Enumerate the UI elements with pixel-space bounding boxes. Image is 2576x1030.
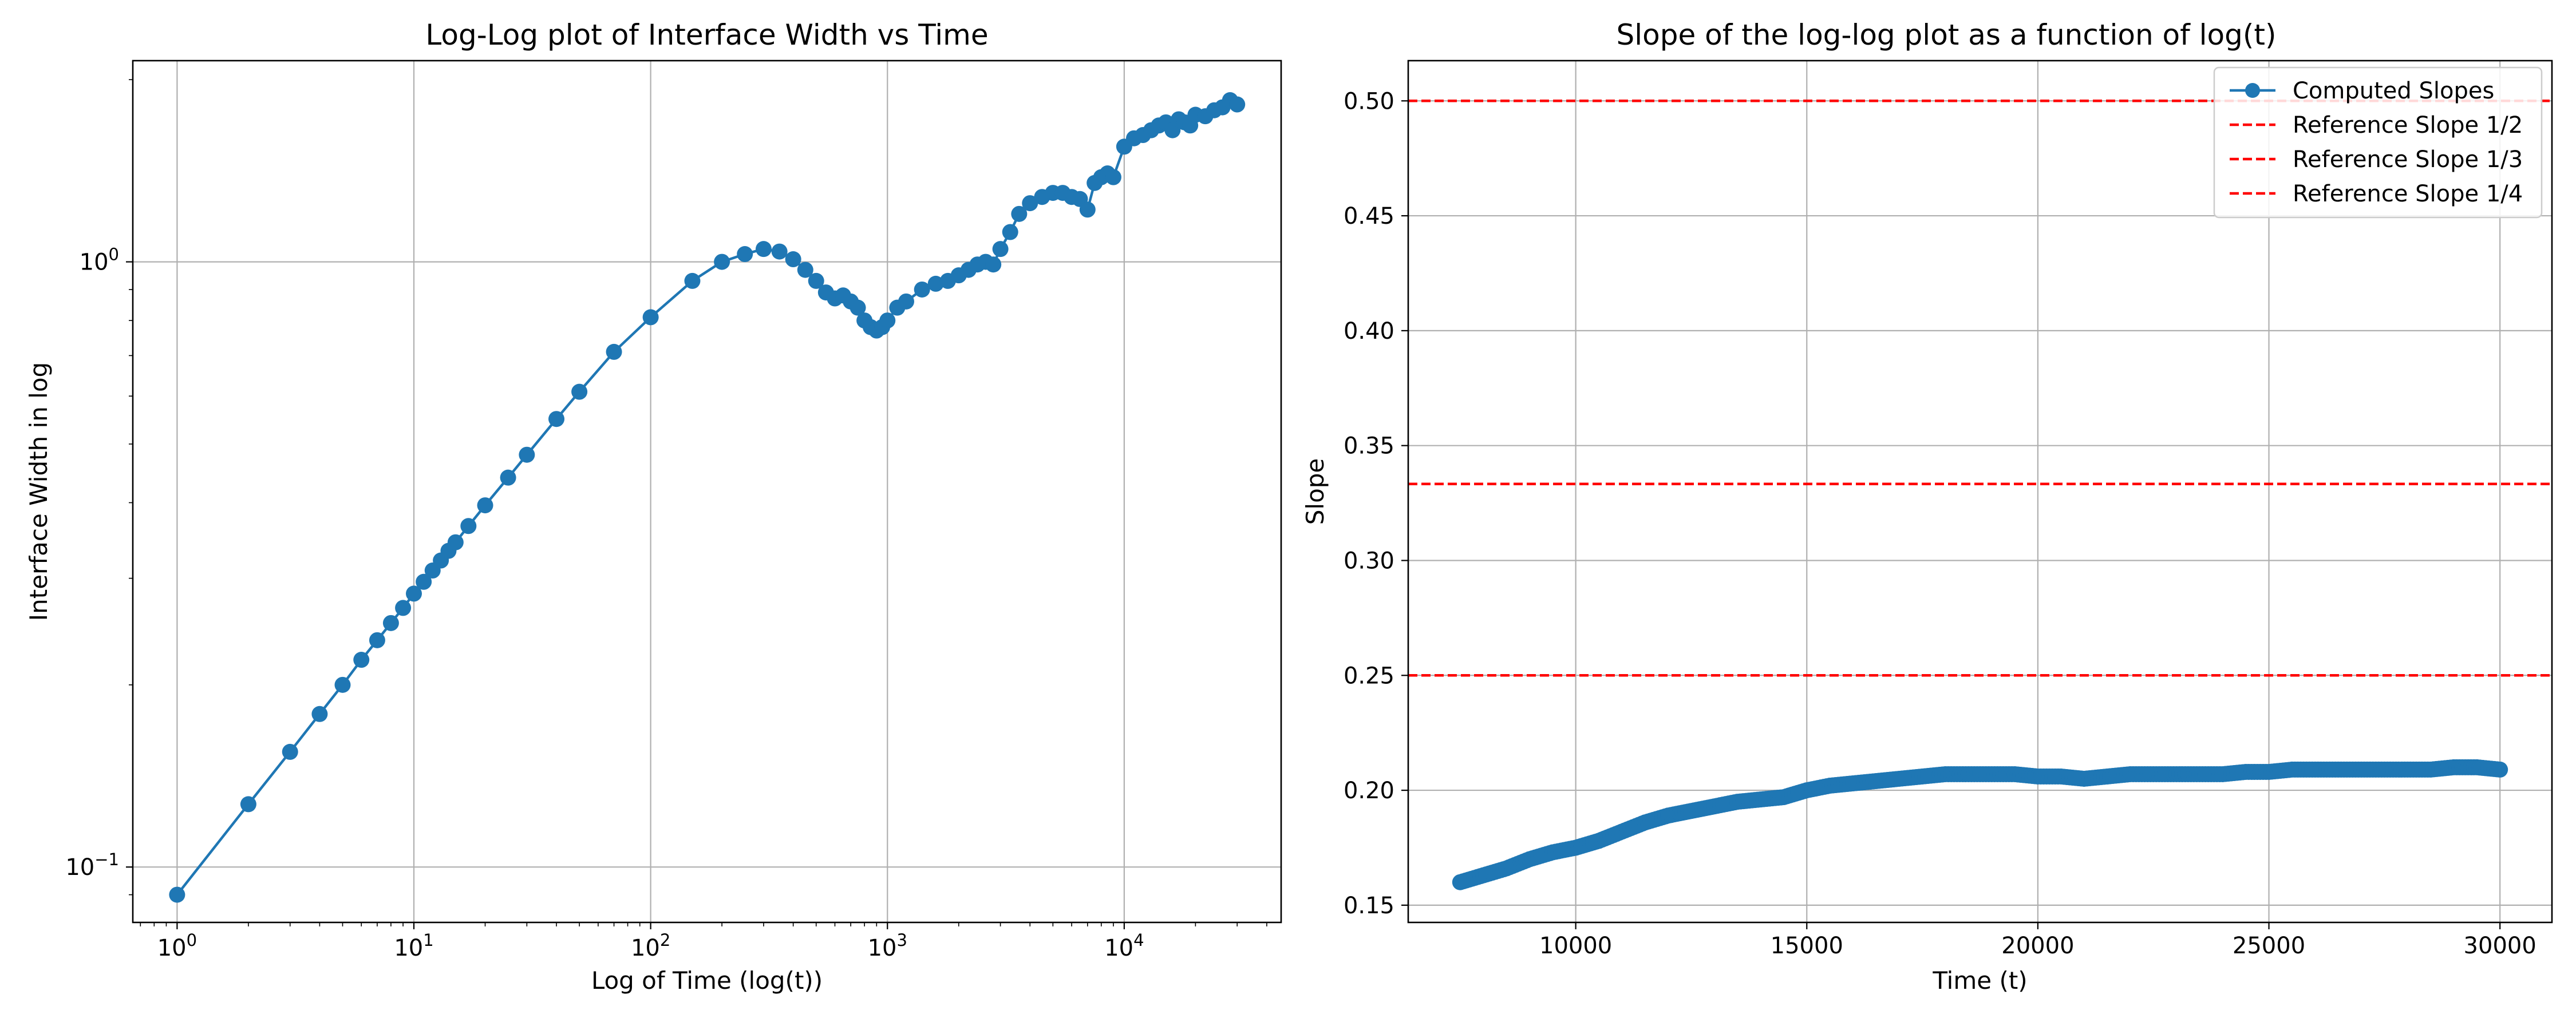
slope-y-axis-label: Slope — [1301, 458, 1329, 525]
legend-label-computed-slopes: Computed Slopes — [2293, 78, 2494, 104]
loglog-data-point — [460, 518, 477, 534]
slope-data — [1408, 100, 2552, 890]
loglog-data-point — [353, 652, 370, 668]
loglog-data-point — [785, 251, 801, 268]
loglog-data-point — [808, 272, 824, 289]
loglog-data-point — [169, 886, 185, 903]
loglog-data-point — [927, 275, 944, 292]
loglog-data-point — [519, 446, 535, 463]
legend-label-reference-quarter: Reference Slope 1/4 — [2293, 181, 2523, 207]
loglog-x-axis-label: Log of Time (log(t)) — [591, 966, 823, 995]
slope-y-tick-label: 0.35 — [1344, 433, 1394, 459]
slope-y-tick-label: 0.20 — [1344, 778, 1394, 804]
slope-legend: Computed Slopes Reference Slope 1/2 Refe… — [2213, 66, 2543, 219]
loglog-data-point — [282, 743, 298, 760]
loglog-data-point — [606, 343, 622, 360]
loglog-data-point — [382, 615, 399, 631]
loglog-data-point — [395, 600, 412, 616]
loglog-data-point — [684, 272, 701, 289]
legend-box — [2213, 66, 2543, 219]
loglog-data-point — [571, 383, 588, 400]
slope-y-tick-label: 0.45 — [1344, 203, 1394, 229]
loglog-data-point — [406, 585, 422, 602]
slope-chart-title: Slope of the log-log plot as a function … — [1617, 18, 2277, 52]
loglog-data-point — [1105, 169, 1121, 185]
slope-x-tick-label: 30000 — [2464, 933, 2537, 959]
slope-x-axis-label: Time (t) — [1932, 966, 2027, 995]
loglog-chart: Log-Log plot of Interface Width vs Time … — [25, 18, 1282, 995]
loglog-data-point — [311, 706, 328, 722]
loglog-data-point — [850, 299, 866, 316]
loglog-data-point — [898, 293, 914, 310]
slope-y-tick-label: 0.25 — [1344, 663, 1394, 689]
loglog-x-tick-label: 100 — [157, 930, 197, 961]
slope-y-tick-label: 0.15 — [1344, 893, 1394, 919]
loglog-x-tick-label: 104 — [1104, 930, 1144, 961]
slope-y-tick-label: 0.50 — [1344, 88, 1394, 114]
slope-chart: Slope of the log-log plot as a function … — [1301, 18, 2553, 995]
loglog-data-point — [240, 796, 256, 813]
loglog-data-point — [992, 241, 1009, 258]
slope-x-tick-label: 20000 — [2001, 933, 2074, 959]
loglog-chart-title: Log-Log plot of Interface Width vs Time — [425, 18, 988, 52]
slope-x-tick-label: 10000 — [1539, 933, 1612, 959]
slope-y-tick-label: 0.40 — [1344, 318, 1394, 344]
slope-ticks: 10000 15000 20000 25000 30000 0.15 0.20 0.25 0.3… — [1344, 88, 2537, 959]
loglog-data-point — [985, 256, 1002, 273]
loglog-data-point — [477, 497, 493, 514]
loglog-data-point — [642, 309, 659, 326]
loglog-data-point — [771, 243, 788, 260]
loglog-data-point — [548, 411, 565, 427]
loglog-data-point — [879, 312, 896, 329]
slope-x-tick-label: 15000 — [1771, 933, 1843, 959]
loglog-data-point — [1079, 201, 1096, 218]
loglog-data-point — [755, 241, 772, 258]
loglog-grid — [133, 61, 1281, 922]
loglog-x-tick-label: 102 — [631, 930, 670, 961]
loglog-data-point — [797, 262, 813, 278]
loglog-data-point — [1011, 205, 1028, 222]
loglog-y-tick-label: 100 — [80, 245, 119, 276]
loglog-data-point — [1002, 224, 1018, 240]
legend-label-reference-half: Reference Slope 1/2 — [2293, 112, 2523, 138]
loglog-y-axis-label: Interface Width in log — [25, 362, 53, 621]
loglog-data-point — [369, 632, 385, 648]
loglog-data-point — [500, 469, 516, 486]
loglog-plot-frame — [132, 60, 1282, 924]
loglog-data-point — [334, 676, 351, 693]
loglog-data-point — [416, 573, 432, 590]
legend-marker-computed-slopes — [2245, 83, 2260, 98]
loglog-data-point — [737, 246, 753, 263]
loglog-y-tick-label: 10−1 — [65, 850, 119, 881]
slope-plot-frame — [1407, 60, 2553, 924]
loglog-data-point — [1022, 195, 1038, 212]
slope-x-tick-label: 25000 — [2233, 933, 2305, 959]
legend-label-reference-third: Reference Slope 1/3 — [2293, 146, 2523, 173]
loglog-ticks: 100 101 102 103 104 10−1 100 — [65, 79, 1267, 961]
loglog-data-point — [1229, 96, 1246, 113]
loglog-data — [169, 92, 1246, 903]
computed-slope-point — [2492, 761, 2508, 778]
loglog-data-point — [914, 281, 930, 298]
slope-y-tick-label: 0.30 — [1344, 548, 1394, 574]
loglog-data-point — [714, 253, 730, 270]
loglog-x-tick-label: 103 — [868, 930, 907, 961]
loglog-data-point — [447, 534, 464, 550]
loglog-x-tick-label: 101 — [394, 930, 433, 961]
